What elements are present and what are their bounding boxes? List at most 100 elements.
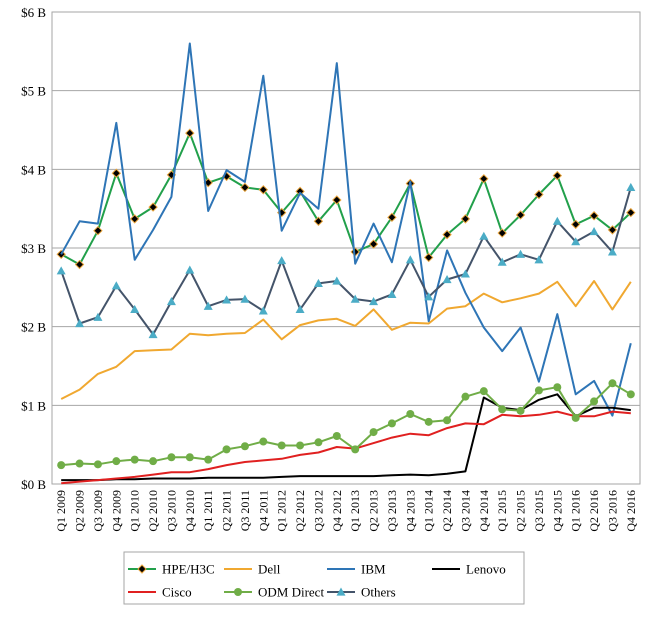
legend-item: IBM xyxy=(327,562,386,577)
data-point-marker xyxy=(626,390,635,399)
data-point-marker xyxy=(534,255,544,264)
data-point-marker xyxy=(130,304,140,313)
series-line xyxy=(60,132,632,266)
data-point-marker xyxy=(589,211,599,221)
data-point-marker xyxy=(608,379,617,388)
y-tick-label: $5 B xyxy=(21,84,46,99)
x-tick-label: Q2 2014 xyxy=(440,490,454,532)
data-point-marker xyxy=(203,301,213,310)
y-axis: $0 B $1 B $2 B $3 B $4 B $5 B $6 B xyxy=(21,5,46,492)
data-point-marker xyxy=(479,387,488,396)
data-point-marker xyxy=(443,416,452,425)
data-point-marker xyxy=(57,461,66,470)
data-point-marker xyxy=(571,413,580,422)
data-point-marker xyxy=(332,195,342,205)
data-point-marker xyxy=(112,457,121,466)
data-point-marker xyxy=(240,442,249,451)
series-lines xyxy=(56,42,636,485)
data-point-marker xyxy=(259,437,268,446)
data-point-marker xyxy=(515,210,526,220)
x-tick-label: Q4 2016 xyxy=(624,490,638,532)
data-point-marker xyxy=(332,432,341,441)
data-point-marker xyxy=(204,455,213,464)
data-point-marker xyxy=(75,459,84,468)
data-point-marker xyxy=(351,445,360,454)
x-tick-label: Q2 2009 xyxy=(73,490,87,532)
data-point-marker xyxy=(570,219,581,230)
data-point-marker xyxy=(368,239,379,249)
data-point-marker xyxy=(56,266,66,275)
data-point-marker xyxy=(369,428,378,437)
x-tick-label: Q4 2011 xyxy=(256,490,270,531)
data-point-marker xyxy=(314,438,323,447)
data-point-marker xyxy=(479,174,489,184)
data-point-marker xyxy=(222,295,232,304)
series-line xyxy=(61,382,632,467)
data-point-marker xyxy=(75,319,85,328)
data-point-marker xyxy=(258,185,269,195)
y-tick-label: $3 B xyxy=(21,241,46,256)
series-cisco xyxy=(61,410,631,485)
data-point-marker xyxy=(277,441,286,450)
data-point-marker xyxy=(313,278,323,287)
data-point-marker xyxy=(130,455,139,464)
data-point-marker xyxy=(234,588,242,596)
data-point-marker xyxy=(129,214,140,224)
data-point-marker xyxy=(185,128,195,138)
x-tick-label: Q1 2016 xyxy=(569,490,583,532)
data-point-marker xyxy=(589,226,599,236)
data-point-marker xyxy=(258,306,268,315)
data-point-marker xyxy=(571,237,581,246)
data-point-marker xyxy=(424,417,433,426)
x-tick-label: Q4 2015 xyxy=(550,490,564,532)
x-tick-label: Q1 2011 xyxy=(201,490,215,531)
legend-label: IBM xyxy=(361,562,386,577)
data-point-marker xyxy=(497,228,507,238)
data-point-marker xyxy=(534,189,544,200)
data-point-marker xyxy=(240,294,250,303)
x-tick-label: Q2 2010 xyxy=(146,490,160,532)
data-point-marker xyxy=(185,265,195,274)
data-point-marker xyxy=(74,259,85,270)
data-point-marker xyxy=(497,257,507,266)
data-point-marker xyxy=(552,170,563,181)
data-point-marker xyxy=(607,225,618,235)
data-point-marker xyxy=(56,249,66,260)
plot-border xyxy=(51,11,641,485)
series-line xyxy=(60,187,632,336)
data-point-marker xyxy=(626,182,636,192)
data-point-marker xyxy=(607,247,617,256)
x-tick-label: Q3 2009 xyxy=(91,490,105,532)
data-point-marker xyxy=(406,409,415,418)
series-line xyxy=(60,280,632,400)
x-tick-label: Q3 2014 xyxy=(458,490,472,532)
data-point-marker xyxy=(626,207,636,218)
legend-label: Cisco xyxy=(162,585,192,600)
y-tick-label: $0 B xyxy=(21,477,46,492)
legend-label: ODM Direct xyxy=(258,585,324,600)
data-point-marker xyxy=(296,441,305,450)
legend-label: Others xyxy=(361,585,396,600)
x-tick-label: Q2 2013 xyxy=(367,490,381,532)
data-point-marker xyxy=(479,231,489,240)
data-point-marker xyxy=(405,255,415,264)
series-dell xyxy=(60,280,632,400)
x-tick-label: Q3 2010 xyxy=(164,490,178,532)
data-point-marker xyxy=(240,182,250,193)
series-lenovo xyxy=(61,393,631,482)
legend-label: Lenovo xyxy=(466,562,506,577)
data-point-marker xyxy=(442,274,452,284)
legend-item: ODM Direct xyxy=(224,585,324,600)
data-point-marker xyxy=(148,330,158,339)
data-point-marker xyxy=(332,276,342,285)
x-tick-label: Q3 2011 xyxy=(238,490,252,531)
data-point-marker xyxy=(149,457,158,466)
legend-item: HPE/H3C xyxy=(128,562,215,577)
data-point-marker xyxy=(93,312,103,321)
data-point-marker xyxy=(93,225,103,236)
legend-item: Dell xyxy=(224,562,281,577)
x-tick-label: Q4 2012 xyxy=(330,490,344,532)
data-point-marker xyxy=(552,216,562,225)
legend-label: HPE/H3C xyxy=(162,562,215,577)
